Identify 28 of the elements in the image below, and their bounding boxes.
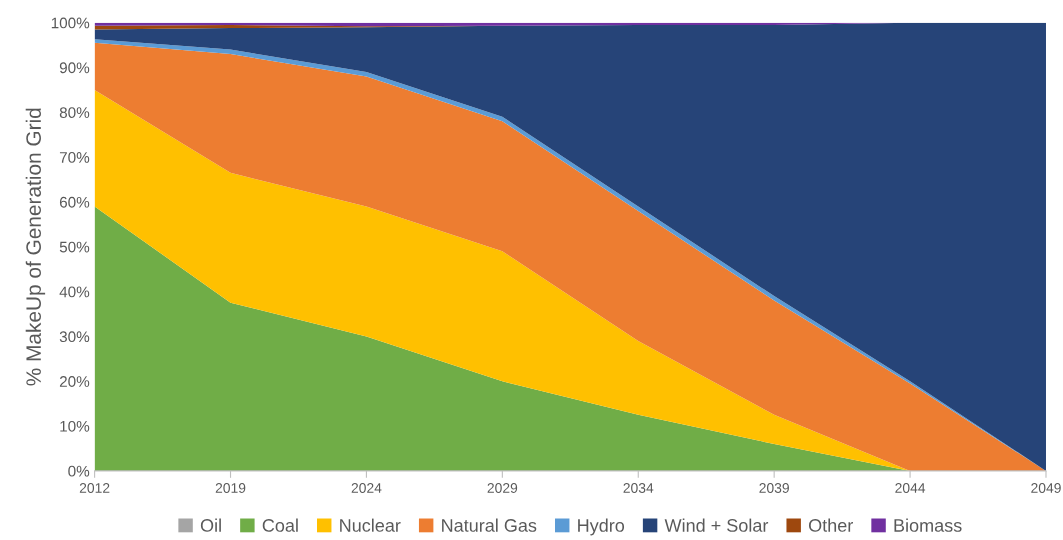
y-tick-label: 40% bbox=[59, 286, 90, 298]
y-tick-label: 20% bbox=[59, 376, 90, 387]
x-tick-label: 2044 bbox=[895, 483, 926, 493]
legend-label: Other bbox=[808, 518, 853, 532]
legend-label: Natural Gas bbox=[442, 518, 537, 532]
y-tick-label: 60% bbox=[59, 196, 90, 208]
y-tick-label: 30% bbox=[59, 331, 90, 343]
y-tick-label: 70% bbox=[59, 152, 90, 163]
x-tick-label: 2029 bbox=[487, 483, 518, 493]
y-tick-label: 50% bbox=[59, 241, 90, 253]
legend-label: Biomass bbox=[894, 518, 962, 532]
y-tick-label: 80% bbox=[59, 107, 90, 119]
y-tick-label: 10% bbox=[60, 420, 90, 432]
legend-label: Hydro bbox=[578, 518, 625, 536]
y-tick-label: 90% bbox=[59, 62, 90, 74]
legend-label: Wind + Solar bbox=[664, 518, 769, 532]
legend-label: Oil bbox=[200, 518, 221, 532]
x-tick-label: 2049 bbox=[1031, 483, 1061, 493]
y-tick-label: 100% bbox=[51, 17, 90, 29]
x-tick-label: 2019 bbox=[215, 483, 246, 493]
x-tick-label: 2039 bbox=[759, 483, 789, 493]
y-axis-title: % MakeUp of Generation Grid bbox=[25, 108, 46, 386]
x-tick-label: 2012 bbox=[79, 483, 110, 493]
legend-label: Coal bbox=[262, 518, 298, 532]
x-tick-label: 2034 bbox=[623, 483, 654, 493]
y-tick-label: 0% bbox=[68, 465, 90, 477]
x-tick-label: 2024 bbox=[351, 483, 382, 493]
legend-label: Nuclear bbox=[340, 518, 401, 532]
